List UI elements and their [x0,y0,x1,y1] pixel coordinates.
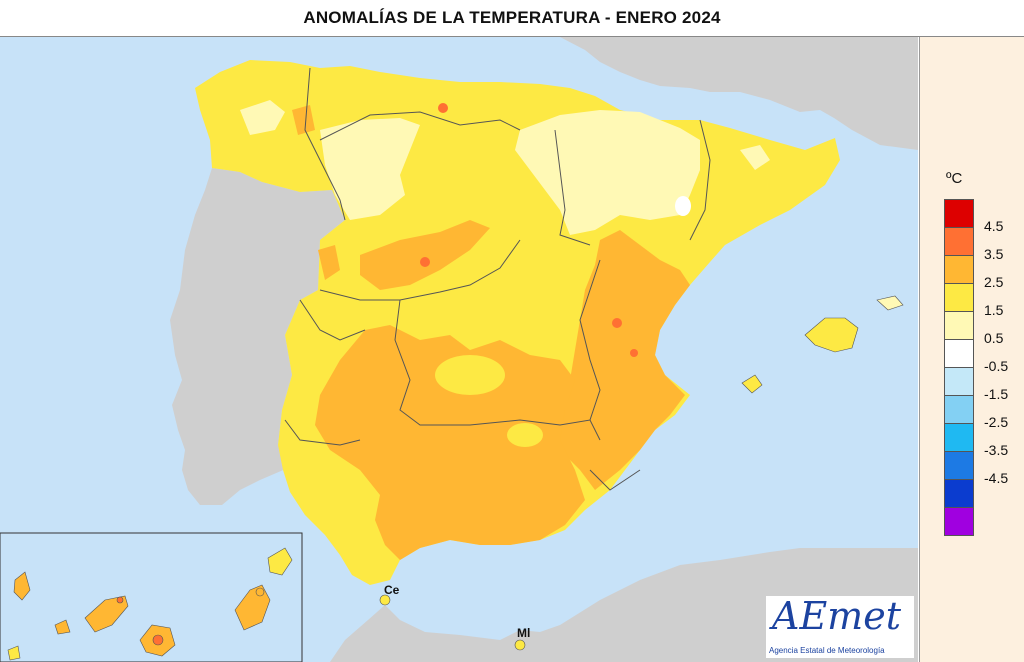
legend-tick-label: 3.5 [984,246,1004,262]
legend-tick-label: -0.5 [984,358,1009,374]
anomaly-map [0,37,918,662]
balearic-menorca [876,295,904,311]
anomaly-zone-light-galicia [240,100,285,135]
anomaly-zone-yellow-pocket-2 [507,423,543,447]
anomaly-hotspot-3 [630,349,638,357]
logo-subtitle: Agencia Estatal de Meteorología [769,646,885,655]
legend-swatch [944,199,974,228]
ceuta-marker [379,594,391,606]
anomaly-hotspot-1 [420,257,430,267]
map-area: Ce Ml AEmet Agencia Estatal de Meteorolo… [0,37,918,662]
legend-tick-label: -3.5 [984,442,1009,458]
legend-swatch [944,311,974,340]
legend-tick-label: 0.5 [984,330,1004,346]
ceuta-label: Ce [384,583,400,597]
anomaly-zone-orange-west [318,245,340,280]
melilla-label: Ml [517,626,531,640]
anomaly-zone-orange-central [360,220,490,290]
france-land [560,37,918,150]
anomaly-zone-neutral [675,196,691,216]
legend-swatch [944,395,974,424]
legend-unit: ºC [946,170,963,187]
portugal-land [170,168,345,505]
melilla-marker [514,639,526,651]
legend-swatch [944,227,974,256]
anomaly-zone-light-northeast [515,110,700,235]
legend-tick-label: -1.5 [984,386,1009,402]
anomaly-zone-orange-east [550,230,690,490]
region-borders [284,67,711,491]
aemet-logo: AEmet Agencia Estatal de Meteorología [766,594,914,658]
logo-wordmark: AEmet [772,594,901,638]
balearic-mallorca [804,317,859,353]
title-bar: ANOMALÍAS DE LA TEMPERATURA - ENERO 2024 [0,0,1024,37]
anomaly-zone-orange-south [315,325,585,560]
anomaly-zone-yellow-pocket-1 [435,355,505,395]
anomaly-hotspot-2 [612,318,622,328]
legend-swatch [944,283,974,312]
map-title: ANOMALÍAS DE LA TEMPERATURA - ENERO 2024 [303,8,721,27]
legend-tick-label: 4.5 [984,218,1004,234]
anomaly-hotspot-4 [438,103,448,113]
legend-swatch [944,423,974,452]
anomaly-zone-orange-northwest [292,105,315,135]
legend-swatch [944,479,974,508]
legend-swatch [944,367,974,396]
legend-swatch [944,451,974,480]
legend-tick-label: -4.5 [984,470,1009,486]
legend-tick-label: 1.5 [984,302,1004,318]
legend-tick-label: -2.5 [984,414,1009,430]
canary-islands [7,547,293,661]
legend-swatch [944,255,974,284]
anomaly-zone-light-north [320,118,420,220]
legend-swatch [944,507,974,536]
legend-swatch [944,339,974,368]
balearic-ibiza [741,374,763,394]
legend-tick-label: 2.5 [984,274,1004,290]
anomaly-zone-light-catalonia [740,145,770,170]
